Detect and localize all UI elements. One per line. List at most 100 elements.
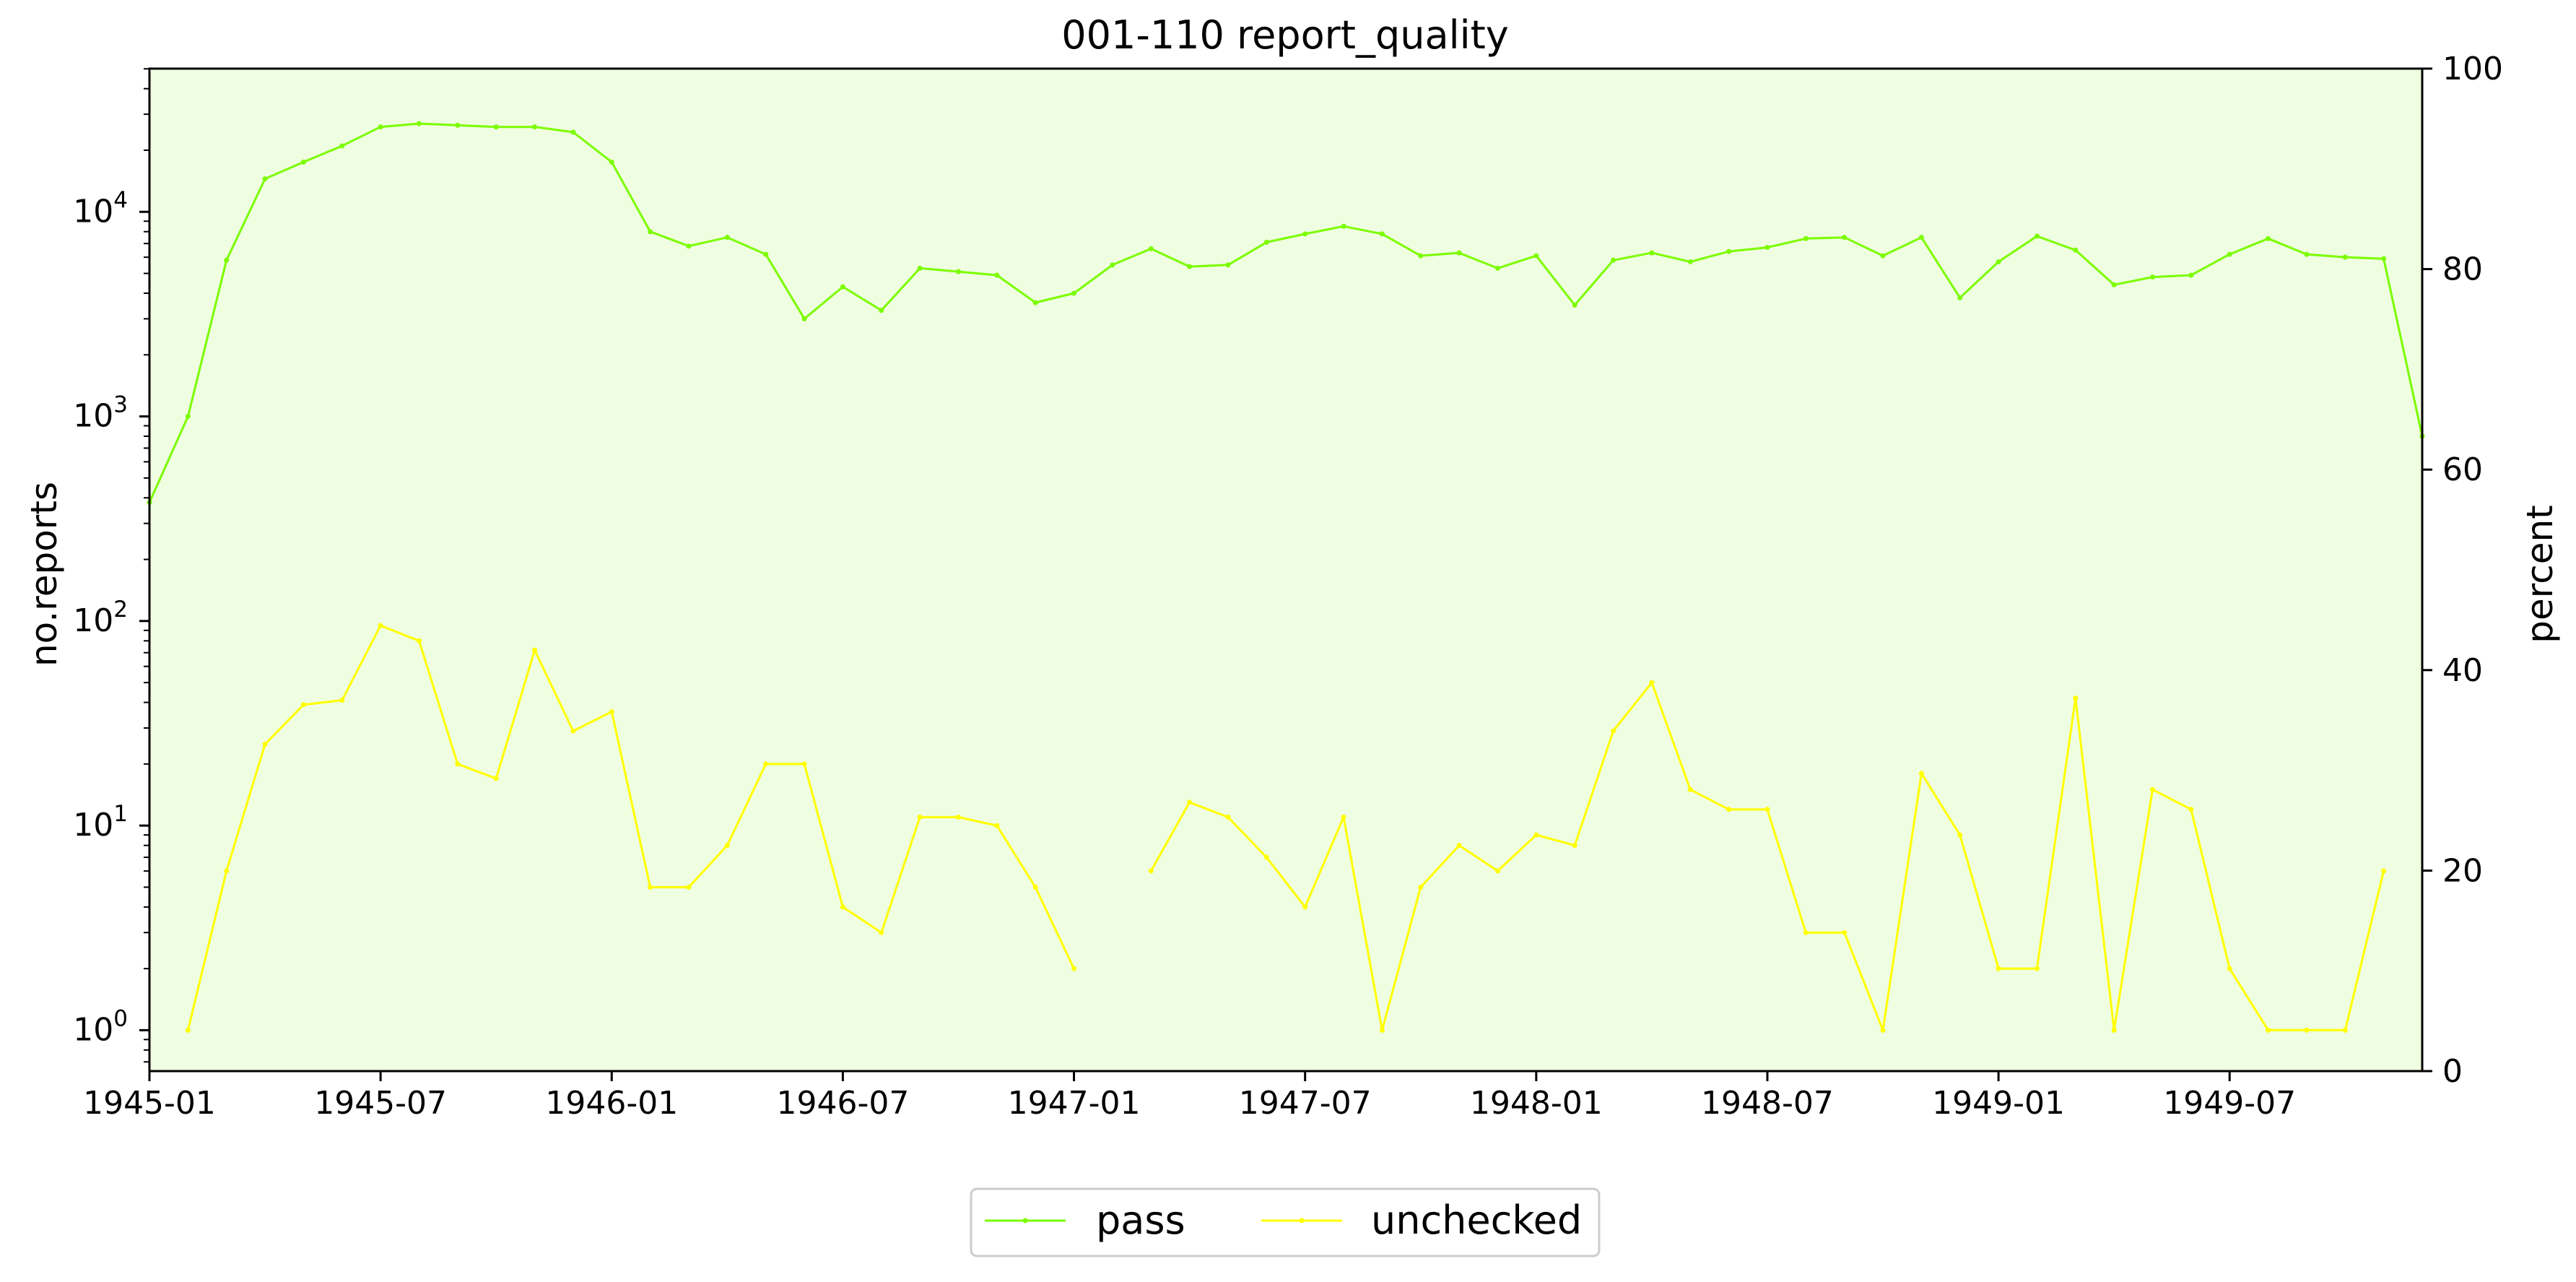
plot-frame: [148, 67, 2424, 1073]
data-point-pass: [1148, 246, 1154, 251]
y-axis-title: no.reports: [23, 482, 65, 667]
data-point-unchecked: [1456, 843, 1462, 849]
y2-tick-label: 20: [2442, 852, 2483, 889]
data-point-pass: [1880, 253, 1886, 259]
data-point-pass: [1957, 295, 1963, 300]
x-tick-label: 1947-01: [1008, 1085, 1141, 1122]
data-point-unchecked: [2188, 807, 2194, 813]
data-point-unchecked: [1765, 807, 1770, 813]
data-point-unchecked: [1842, 930, 1848, 935]
legend-swatch-pass-marker: [1022, 1218, 1028, 1223]
legend-label-unchecked: unchecked: [1371, 1197, 1582, 1243]
data-point-unchecked: [1187, 800, 1193, 805]
y2-tick-label: 40: [2442, 652, 2483, 689]
y2-tick-label: 60: [2442, 451, 2483, 488]
data-point-unchecked: [416, 638, 422, 644]
data-point-pass: [2342, 254, 2348, 260]
y2-axis-title: percent: [2519, 505, 2561, 644]
data-point-unchecked: [1225, 814, 1231, 820]
y2-tick-label: 0: [2442, 1053, 2463, 1090]
data-point-unchecked: [493, 776, 499, 781]
data-point-pass: [1225, 262, 1231, 268]
data-point-pass: [2111, 282, 2117, 287]
legend-box: [970, 1187, 1601, 1257]
data-point-pass: [339, 143, 345, 149]
data-point-pass: [879, 308, 884, 313]
data-point-unchecked: [1071, 966, 1077, 971]
data-point-unchecked: [1302, 904, 1308, 910]
data-point-pass: [686, 243, 692, 249]
data-point-unchecked: [801, 761, 807, 767]
chart-title: 001-110 report_quality: [1061, 12, 1508, 58]
data-point-pass: [2227, 251, 2232, 257]
data-point-unchecked: [2073, 696, 2079, 701]
data-point-pass: [801, 316, 807, 321]
data-point-unchecked: [185, 1027, 191, 1033]
data-point-unchecked: [2111, 1027, 2117, 1033]
data-point-unchecked: [840, 904, 845, 910]
data-point-pass: [955, 269, 961, 274]
data-point-unchecked: [724, 843, 730, 849]
data-point-unchecked: [1494, 868, 1500, 874]
data-point-unchecked: [2227, 966, 2232, 971]
data-point-pass: [917, 265, 923, 271]
data-point-pass: [724, 235, 730, 241]
data-point-pass: [2304, 251, 2310, 257]
data-point-pass: [1032, 300, 1038, 306]
data-point-unchecked: [2034, 966, 2040, 971]
data-point-unchecked: [300, 702, 306, 708]
data-point-pass: [1110, 262, 1115, 268]
data-point-unchecked: [339, 698, 345, 703]
data-point-unchecked: [1032, 884, 1038, 890]
data-point-pass: [994, 272, 1000, 278]
data-point-pass: [1071, 290, 1077, 296]
data-point-pass: [224, 257, 230, 263]
data-point-unchecked: [1996, 966, 2001, 971]
legend-swatch-unchecked-marker: [1299, 1218, 1305, 1223]
data-point-unchecked: [455, 761, 461, 767]
data-point-unchecked: [1572, 843, 1578, 849]
data-point-pass: [455, 122, 461, 128]
data-point-pass: [1379, 231, 1385, 237]
data-point-unchecked: [2150, 787, 2156, 792]
data-point-pass: [570, 129, 576, 135]
data-point-unchecked: [1957, 832, 1963, 838]
data-point-pass: [1996, 259, 2001, 264]
data-point-unchecked: [1726, 807, 1732, 813]
data-point-unchecked: [648, 884, 653, 890]
series-line-pass: [148, 122, 2424, 503]
data-point-pass: [2034, 233, 2040, 239]
x-tick-label: 1946-01: [545, 1085, 678, 1122]
x-tick-label: 1946-07: [776, 1085, 909, 1122]
x-tick-label: 1949-07: [2163, 1085, 2296, 1122]
data-point-pass: [185, 414, 191, 420]
data-point-unchecked: [2304, 1027, 2310, 1033]
data-point-unchecked: [1341, 814, 1346, 820]
data-point-pass: [262, 176, 268, 182]
data-point-pass: [1803, 235, 1809, 241]
y-tick-label: 102: [73, 597, 128, 639]
data-point-pass: [1341, 223, 1346, 229]
data-point-unchecked: [1611, 728, 1616, 734]
data-point-pass: [532, 124, 538, 130]
data-point-unchecked: [1418, 884, 1424, 890]
data-point-unchecked: [1880, 1027, 1886, 1033]
data-point-unchecked: [532, 647, 538, 653]
data-point-unchecked: [570, 728, 576, 734]
data-point-pass: [1456, 250, 1462, 256]
data-point-pass: [1494, 265, 1500, 271]
data-point-pass: [2381, 256, 2387, 261]
data-point-unchecked: [1687, 787, 1693, 792]
data-point-unchecked: [917, 814, 923, 820]
data-point-pass: [2188, 272, 2194, 278]
data-point-pass: [2073, 247, 2079, 253]
y-tick-label: 100: [73, 1005, 128, 1048]
data-point-unchecked: [262, 741, 268, 747]
data-point-pass: [1842, 235, 1848, 241]
x-tick-label: 1947-07: [1239, 1085, 1372, 1122]
x-tick-label: 1949-01: [1932, 1085, 2065, 1122]
data-point-unchecked: [224, 868, 230, 874]
x-tick-label: 1945-07: [314, 1085, 447, 1122]
data-point-pass: [1572, 302, 1578, 308]
